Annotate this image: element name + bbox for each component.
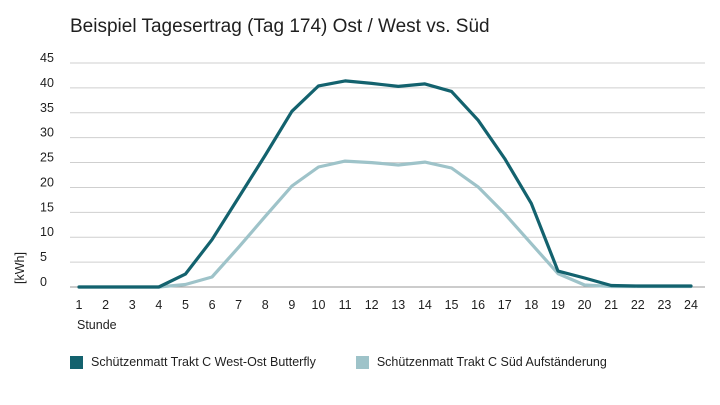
- y-tick-label: 45: [40, 51, 54, 65]
- x-tick-label: 1: [76, 298, 83, 312]
- x-tick-label: 19: [551, 298, 565, 312]
- y-axis-ticks: 0 5 10 15 20 25 30 35 40 45: [40, 51, 54, 289]
- x-tick-label: 18: [524, 298, 538, 312]
- x-tick-label: 23: [657, 298, 671, 312]
- legend-label-sued: Schützenmatt Trakt C Süd Aufständerung: [376, 355, 607, 369]
- x-tick-label: 14: [418, 298, 432, 312]
- y-tick-label: 30: [40, 126, 54, 140]
- x-axis-label: Stunde: [77, 318, 117, 332]
- y-tick-label: 35: [40, 101, 54, 115]
- x-tick-label: 7: [235, 298, 242, 312]
- y-tick-label: 10: [40, 225, 54, 239]
- x-tick-label: 11: [339, 298, 352, 312]
- legend: Schützenmatt Trakt C West-Ost Butterfly …: [70, 355, 647, 369]
- series-lines: [77, 79, 693, 289]
- x-tick-label: 10: [312, 298, 326, 312]
- gridlines: [70, 62, 705, 288]
- y-tick-label: 15: [40, 200, 54, 214]
- legend-item-butterfly: Schützenmatt Trakt C West-Ost Butterfly: [70, 355, 316, 369]
- x-tick-label: 15: [445, 298, 459, 312]
- legend-item-sued: Schützenmatt Trakt C Süd Aufständerung: [355, 355, 607, 369]
- y-axis-label: [kWh]: [13, 252, 27, 284]
- legend-label-butterfly: Schützenmatt Trakt C West-Ost Butterfly: [91, 355, 316, 369]
- x-tick-label: 4: [155, 298, 162, 312]
- x-tick-label: 17: [498, 298, 512, 312]
- y-tick-label: 20: [40, 175, 54, 189]
- x-tick-label: 8: [262, 298, 269, 312]
- x-tick-label: 12: [365, 298, 379, 312]
- x-tick-label: 9: [288, 298, 295, 312]
- y-tick-label: 40: [40, 76, 54, 90]
- legend-swatch-sued: [355, 355, 369, 369]
- series-line-1: [77, 159, 693, 289]
- y-tick-label: 5: [40, 250, 47, 264]
- x-tick-label: 5: [182, 298, 189, 312]
- x-tick-label: 20: [578, 298, 592, 312]
- x-tick-label: 3: [129, 298, 136, 312]
- x-tick-label: 21: [604, 298, 618, 312]
- x-axis-ticks: 1 2 3 4 5 6 7 8 9 10 11 12 13 14 15 16 17 18 19 20 21 22 23 24: [76, 298, 698, 312]
- series-line-0: [77, 79, 693, 289]
- legend-swatch-butterfly: [70, 355, 83, 369]
- x-tick-label: 16: [471, 298, 485, 312]
- x-tick-label: 13: [391, 298, 405, 312]
- y-tick-label: 0: [40, 275, 47, 289]
- x-tick-label: 22: [631, 298, 645, 312]
- y-tick-label: 25: [40, 151, 54, 165]
- x-tick-label: 24: [684, 298, 698, 312]
- chart-title: Beispiel Tagesertrag (Tag 174) Ost / Wes…: [70, 16, 490, 37]
- x-tick-label: 6: [209, 298, 216, 312]
- x-tick-label: 2: [102, 298, 109, 312]
